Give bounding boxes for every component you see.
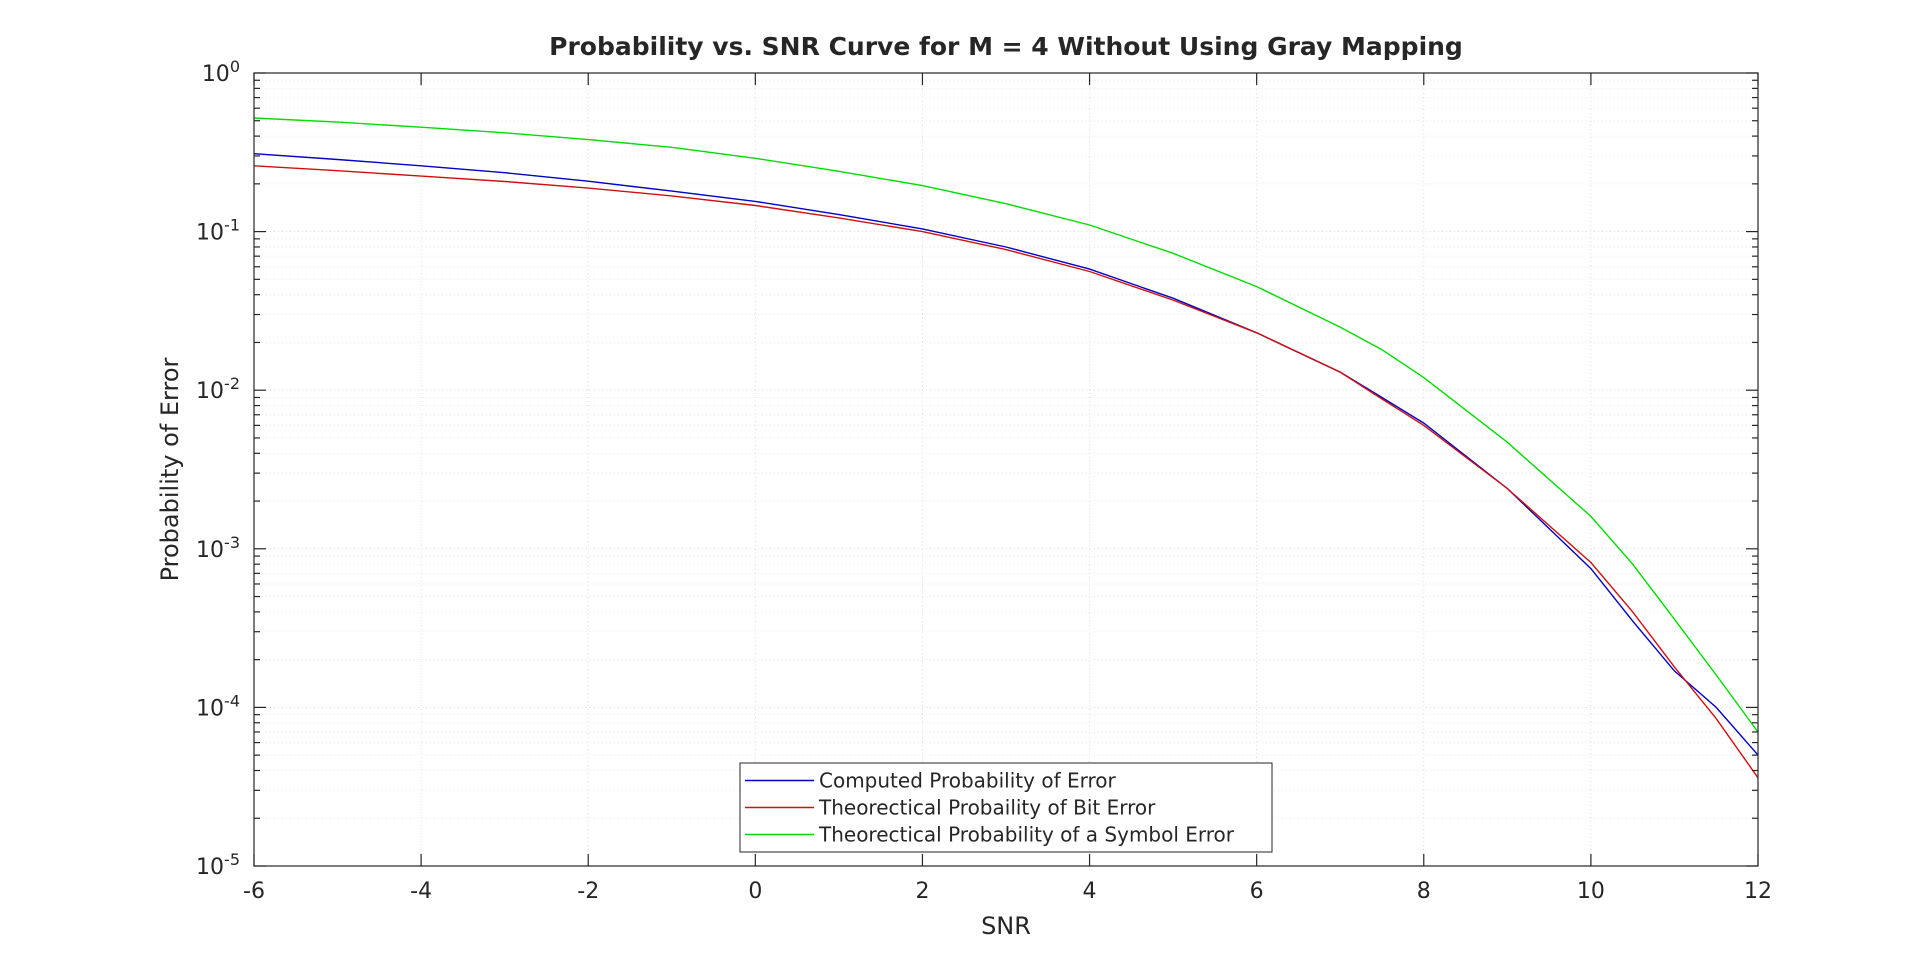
x-tick-label: -4 [410,879,432,904]
chart-title: Probability vs. SNR Curve for M = 4 With… [549,32,1463,61]
legend-items: Computed Probability of Error Theorectica… [745,769,1235,847]
plot-area-frame [253,72,1759,867]
x-tick-label: 4 [1083,879,1097,904]
legend-box [739,762,1273,853]
y-tick-label: 100 [202,57,240,87]
x-tick-label: 10 [1577,879,1605,904]
axis-ticks [253,72,1759,867]
y-tick-labels: 10-5 10-4 10-3 10-2 10-1 100 [196,57,240,880]
x-tick-labels: -6 -4 -2 0 2 4 6 8 10 12 [243,879,1772,904]
series-lines [253,117,1759,779]
grid [254,73,1758,866]
x-tick-label: 8 [1417,879,1431,904]
x-axis-label: SNR [981,912,1031,940]
x-tick-label: 2 [915,879,929,904]
y-tick-label: 10-3 [196,533,240,563]
y-axis-label: Probability of Error [156,357,184,581]
legend-label-3: Theorectical Probability of a Symbol Err… [818,823,1235,847]
series-line-1 [253,153,1759,756]
x-tick-label: 0 [748,879,762,904]
legend-label-1: Computed Probability of Error [819,769,1116,793]
legend: Computed Probability of Error Theorectica… [739,762,1273,853]
series-line-3 [253,117,1759,733]
y-tick-label: 10-5 [196,850,240,880]
y-tick-label: 10-2 [196,374,240,404]
x-tick-label: 6 [1250,879,1264,904]
y-tick-label: 10-1 [196,216,240,246]
x-tick-label: -2 [577,879,599,904]
legend-label-2: Theorectical Probaility of Bit Error [818,796,1156,820]
y-tick-label: 10-4 [196,691,240,721]
series-line-2 [253,165,1759,779]
x-tick-label: 12 [1744,879,1772,904]
x-tick-label: -6 [243,879,265,904]
